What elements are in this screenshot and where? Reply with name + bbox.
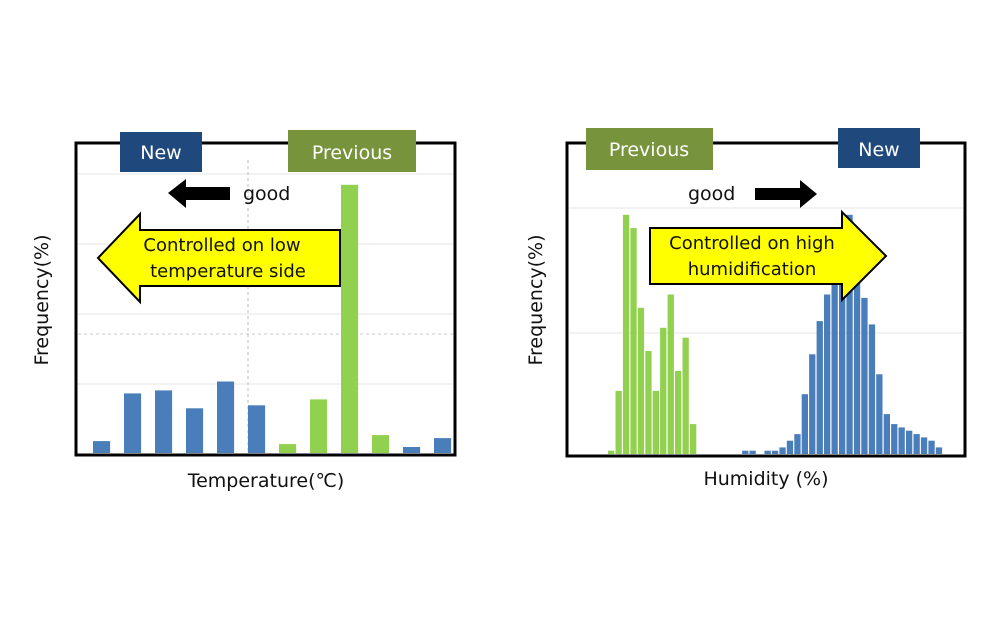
- y-axis-title: Frequency(%): [525, 234, 547, 365]
- new-tag: [120, 132, 202, 172]
- bar-new: [786, 440, 794, 454]
- bar-new: [801, 394, 808, 454]
- bar-new: [155, 390, 173, 453]
- new-tag: [838, 128, 920, 168]
- callout-line-1: Controlled on low: [143, 235, 300, 256]
- bar-new: [93, 441, 111, 453]
- y-axis-title: Frequency(%): [31, 234, 53, 365]
- previous-tag: [586, 128, 713, 170]
- callout-line-2: temperature side: [150, 261, 306, 282]
- good-arrow-right: [755, 180, 817, 208]
- bar-new: [124, 393, 142, 453]
- x-axis-title: Humidity (%): [703, 468, 828, 490]
- bar-new: [809, 354, 816, 454]
- callout-arrow: [96, 211, 341, 305]
- bar-new: [779, 447, 786, 454]
- bar-new: [876, 374, 883, 454]
- new-tag-label: New: [858, 139, 899, 161]
- new-tag-label: New: [140, 142, 181, 164]
- bars: [608, 214, 943, 454]
- bar-previous: [645, 351, 652, 454]
- bar-new: [824, 294, 831, 454]
- bar-previous: [615, 390, 622, 454]
- bar-new: [217, 381, 235, 453]
- bar-previous: [690, 424, 697, 454]
- bar-new: [861, 297, 868, 454]
- temperature-histogram: Controlled on low temperature side good …: [31, 130, 457, 492]
- bar-new: [831, 258, 838, 454]
- bar-new: [920, 437, 928, 454]
- bar-previous: [310, 399, 328, 453]
- bar-new: [853, 254, 861, 454]
- previous-tag: [288, 130, 416, 172]
- bar-new: [913, 434, 920, 454]
- bar-previous: [660, 327, 667, 454]
- bar-new: [403, 447, 421, 453]
- bar-previous: [372, 435, 390, 453]
- bar-new: [816, 321, 823, 454]
- plot-frame: [74, 141, 457, 457]
- bar-previous: [341, 184, 359, 454]
- bar-previous: [637, 307, 645, 454]
- bar-new: [846, 214, 853, 454]
- callout-arrow: [649, 209, 888, 303]
- bar-new: [868, 324, 876, 454]
- bar-new: [935, 447, 943, 454]
- bar-new: [186, 408, 204, 453]
- bar-new: [248, 405, 266, 453]
- bar-new: [883, 414, 890, 454]
- bar-new: [771, 450, 779, 454]
- plot-frame: [565, 141, 967, 458]
- good-arrow-left: [168, 179, 230, 208]
- bar-previous: [622, 214, 630, 454]
- bar-new: [898, 427, 905, 454]
- bar-new: [749, 450, 756, 454]
- callout-line-2: humidification: [688, 259, 817, 280]
- bar-new: [928, 440, 935, 454]
- bars: [93, 184, 452, 454]
- bar-new: [906, 430, 913, 454]
- bar-previous: [279, 444, 297, 453]
- bar-new: [434, 438, 452, 453]
- bar-previous: [667, 294, 674, 454]
- previous-tag-label: Previous: [312, 142, 392, 164]
- bar-previous: [682, 337, 689, 454]
- bar-previous: [652, 390, 659, 454]
- good-label: good: [688, 183, 735, 205]
- bar-new: [794, 434, 801, 454]
- bar-previous: [608, 450, 615, 454]
- x-axis-title: Temperature(℃): [187, 470, 345, 492]
- callout-line-1: Controlled on high: [669, 233, 835, 254]
- bar-new: [764, 450, 771, 454]
- humidity-histogram: Controlled on high humidification good P…: [525, 128, 967, 490]
- good-label: good: [243, 183, 290, 205]
- bar-new: [891, 424, 898, 454]
- previous-tag-label: Previous: [609, 139, 689, 161]
- bar-new: [742, 450, 749, 454]
- bar-previous: [630, 228, 637, 454]
- bar-previous: [675, 370, 682, 454]
- bar-new: [839, 277, 846, 454]
